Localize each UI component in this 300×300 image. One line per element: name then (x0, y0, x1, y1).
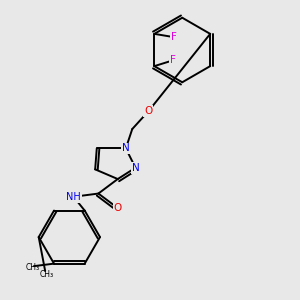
Text: NH: NH (66, 192, 81, 202)
Text: N: N (122, 143, 130, 153)
Text: N: N (132, 163, 140, 173)
Text: F: F (170, 55, 176, 65)
Text: CH₃: CH₃ (25, 263, 39, 272)
Text: CH₃: CH₃ (40, 270, 54, 279)
Text: O: O (144, 106, 152, 116)
Text: O: O (114, 203, 122, 213)
Text: F: F (171, 32, 177, 42)
